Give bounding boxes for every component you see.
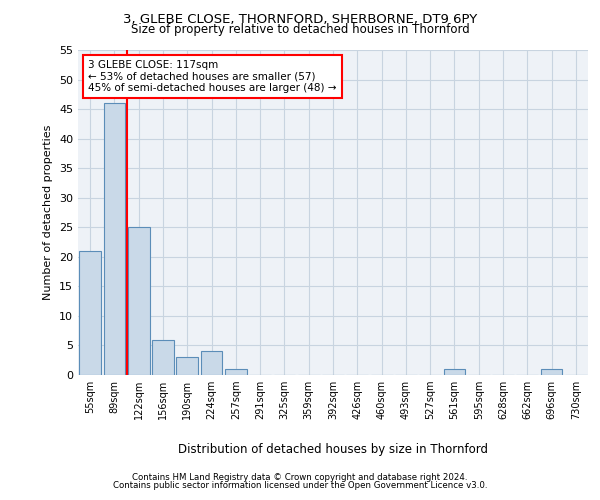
Bar (200, 352, 223, 375)
Text: Distribution of detached houses by size in Thornford: Distribution of detached houses by size … (178, 442, 488, 456)
Bar (152, 340, 174, 375)
Bar (128, 228, 149, 375)
Text: 3, GLEBE CLOSE, THORNFORD, SHERBORNE, DT9 6PY: 3, GLEBE CLOSE, THORNFORD, SHERBORNE, DT… (123, 12, 477, 26)
Bar (541, 369, 562, 375)
Y-axis label: Number of detached properties: Number of detached properties (43, 125, 53, 300)
Bar (443, 369, 466, 375)
Bar (176, 358, 198, 375)
Text: Contains public sector information licensed under the Open Government Licence v3: Contains public sector information licen… (113, 481, 487, 490)
Bar (104, 103, 125, 375)
Bar (225, 369, 247, 375)
Text: 3 GLEBE CLOSE: 117sqm
← 53% of detached houses are smaller (57)
45% of semi-deta: 3 GLEBE CLOSE: 117sqm ← 53% of detached … (88, 60, 337, 93)
Text: Contains HM Land Registry data © Crown copyright and database right 2024.: Contains HM Land Registry data © Crown c… (132, 472, 468, 482)
Text: Size of property relative to detached houses in Thornford: Size of property relative to detached ho… (131, 22, 469, 36)
Bar (79, 251, 101, 375)
